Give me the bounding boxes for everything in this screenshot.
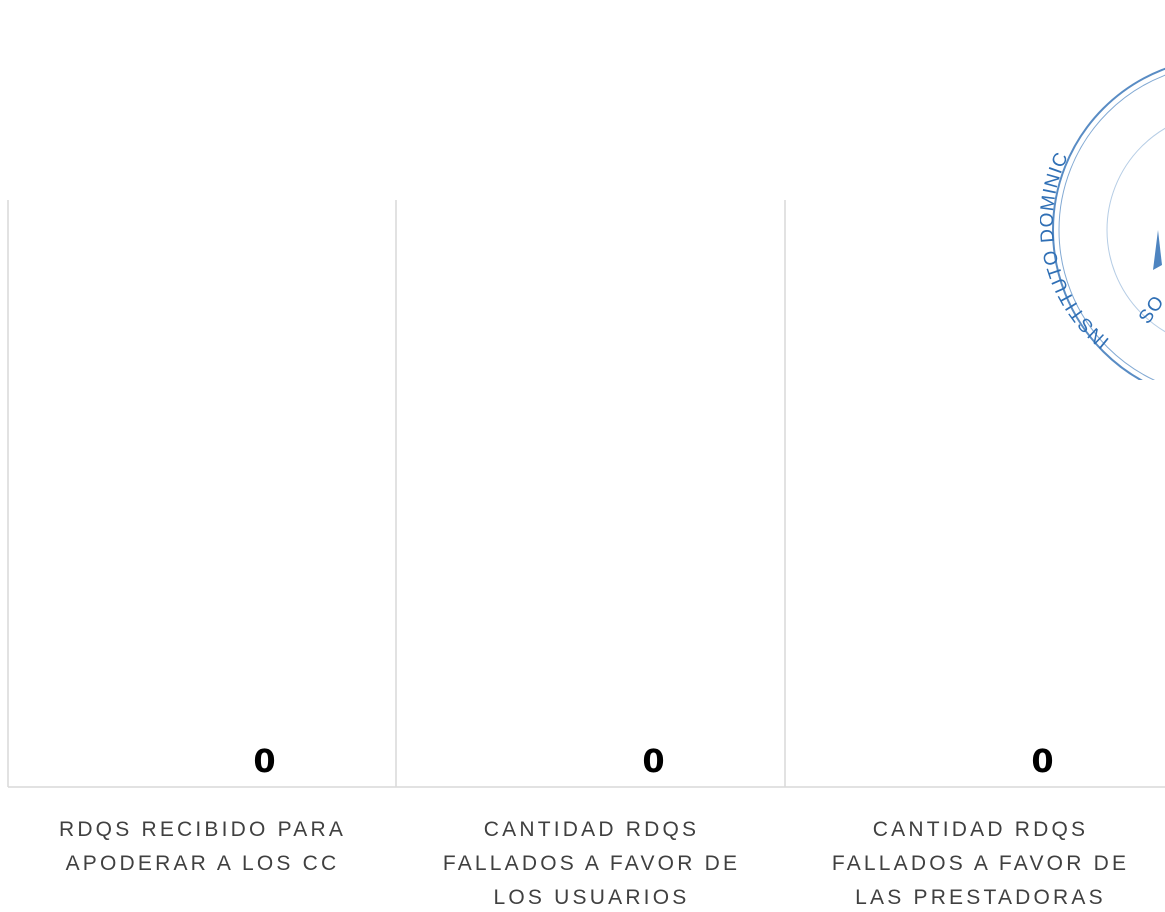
data-label: 0 bbox=[253, 742, 275, 780]
category-label: LOS USUARIOS bbox=[494, 886, 690, 909]
seal-fragment: SO bbox=[1135, 292, 1165, 328]
data-label: 0 bbox=[1031, 742, 1053, 780]
seal-text: INSTITUTO DOMINIC bbox=[1040, 149, 1113, 353]
category-label: FALLADOS A FAVOR DE bbox=[443, 852, 740, 875]
category-label: CANTIDAD RDQS bbox=[484, 818, 699, 841]
category-label: APODERAR A LOS CC bbox=[66, 852, 340, 875]
data-label: 0 bbox=[642, 742, 664, 780]
category-label: RDQS RECIBIDO PARA bbox=[59, 818, 346, 841]
category-label: CANTIDAD RDQS bbox=[873, 818, 1088, 841]
category-label: LAS PRESTADORAS bbox=[855, 886, 1106, 909]
institution-seal: INSTITUTO DOMINIC SO bbox=[1040, 67, 1165, 380]
category-label: FALLADOS A FAVOR DE bbox=[832, 852, 1129, 875]
